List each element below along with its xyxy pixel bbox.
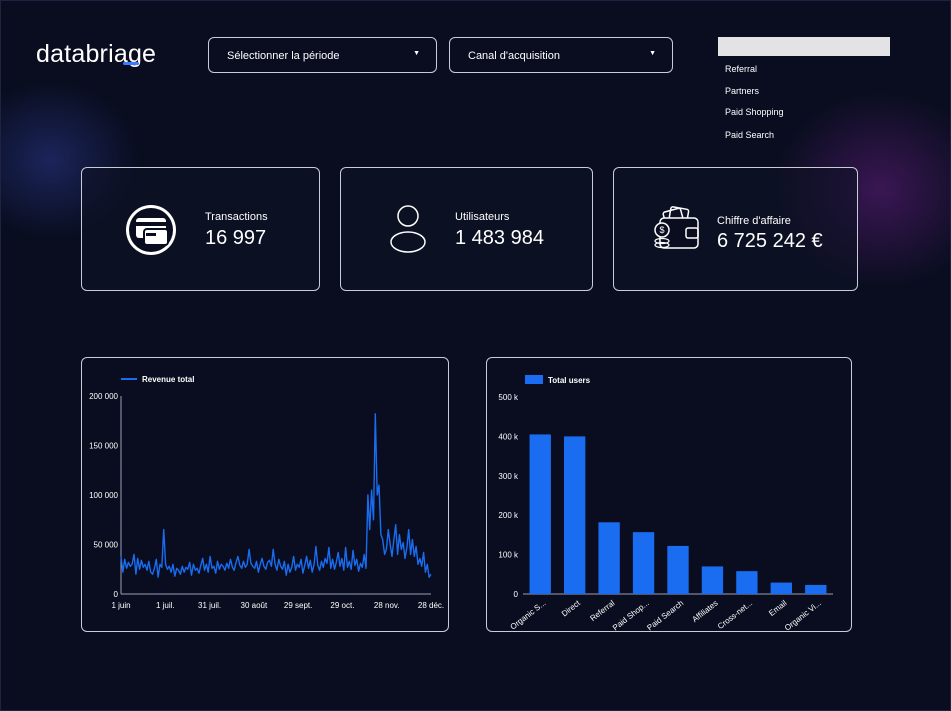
channel-option-paid-search[interactable]: Paid Search xyxy=(725,130,775,140)
x-tick-label: 28 nov. xyxy=(374,601,400,610)
channel-dropdown[interactable]: Canal d'acquisition ▼ xyxy=(449,37,673,73)
x-tick-label: 29 oct. xyxy=(330,601,354,610)
x-tick-label: Paid Search xyxy=(645,598,685,631)
logo: databriage xyxy=(36,40,156,69)
kpi-value: 1 483 984 xyxy=(455,227,544,249)
users-chart-panel: Total users 0 100 k 200 k 300 k 400 k 500 k Org… xyxy=(486,357,852,632)
svg-text:$: $ xyxy=(659,225,664,235)
y-tick-label: 400 k xyxy=(498,432,519,441)
legend-label: Revenue total xyxy=(142,375,194,384)
logo-accent-bar xyxy=(123,62,139,65)
chevron-down-icon: ▼ xyxy=(413,50,420,57)
bar xyxy=(770,582,793,594)
x-tick-label: Organic S... xyxy=(509,598,548,631)
x-tick-label: 29 sept. xyxy=(284,601,312,610)
series-line-revenue-total xyxy=(120,413,432,578)
x-tick-label: Referral xyxy=(588,598,616,623)
period-dropdown[interactable]: Sélectionner la période ▼ xyxy=(208,37,437,73)
x-tick-label: Cross-net... xyxy=(716,598,754,631)
chevron-down-icon: ▼ xyxy=(649,50,656,57)
x-tick-label: Affiliates xyxy=(690,598,719,624)
x-tick-label: 31 juil. xyxy=(198,601,221,610)
users-bar-chart: Total users 0 100 k 200 k 300 k 400 k 500 k Org… xyxy=(498,375,833,631)
channel-search-input[interactable] xyxy=(718,37,890,56)
channel-option-referral[interactable]: Referral xyxy=(725,64,758,74)
y-tick-label: 200 k xyxy=(498,511,519,520)
kpi-card-transactions: Transactions 16 997 xyxy=(81,167,320,291)
y-tick-label: 100 000 xyxy=(89,491,118,500)
kpi-value: 6 725 242 € xyxy=(717,230,823,252)
bar xyxy=(563,436,586,594)
channel-option-paid-shopping[interactable]: Paid Shopping xyxy=(725,107,784,117)
x-tick-label: Organic Vi... xyxy=(783,598,823,631)
bar xyxy=(598,522,620,594)
y-tick-label: 100 k xyxy=(498,551,519,560)
y-tick-label: 0 xyxy=(514,590,519,599)
kpi-title: Chiffre d'affaire xyxy=(717,215,791,227)
x-tick-label: 28 déc. xyxy=(418,601,444,610)
credit-card-icon xyxy=(126,205,176,255)
channel-option-partners[interactable]: Partners xyxy=(725,86,760,96)
kpi-card-users: Utilisateurs 1 483 984 xyxy=(340,167,593,291)
bar xyxy=(805,584,827,594)
y-tick-label: 50 000 xyxy=(94,541,119,550)
bar xyxy=(667,545,689,594)
x-tick-label: 1 juil. xyxy=(156,601,175,610)
y-tick-label: 150 000 xyxy=(89,442,118,451)
channel-dropdown-label: Canal d'acquisition xyxy=(468,50,560,62)
kpi-value: 16 997 xyxy=(205,227,267,249)
x-tick-label: 1 juin xyxy=(111,601,130,610)
revenue-chart-panel: Revenue total 0 50 000 100 000 150 000 200 00… xyxy=(81,357,449,632)
x-tick-label: Email xyxy=(767,598,788,618)
y-tick-label: 0 xyxy=(114,590,119,599)
bar xyxy=(736,571,758,594)
period-dropdown-label: Sélectionner la période xyxy=(227,50,340,62)
x-tick-label: 30 août xyxy=(241,601,268,610)
x-tick-label: Direct xyxy=(560,598,583,618)
wallet-icon: $ xyxy=(654,206,699,249)
bar xyxy=(529,434,551,594)
kpi-title: Transactions xyxy=(205,211,268,223)
kpi-card-revenue: $ Chiffre d'affaire 6 725 242 € xyxy=(613,167,858,291)
y-tick-label: 500 k xyxy=(498,393,519,402)
y-tick-label: 200 000 xyxy=(89,392,118,401)
legend-label: Total users xyxy=(548,376,591,385)
legend-swatch xyxy=(525,375,543,384)
bar xyxy=(701,566,724,594)
user-icon xyxy=(390,205,426,253)
y-tick-label: 300 k xyxy=(498,472,519,481)
bar xyxy=(632,532,655,594)
kpi-title: Utilisateurs xyxy=(455,211,510,223)
revenue-line-chart: Revenue total 0 50 000 100 000 150 000 200 00… xyxy=(89,375,444,610)
